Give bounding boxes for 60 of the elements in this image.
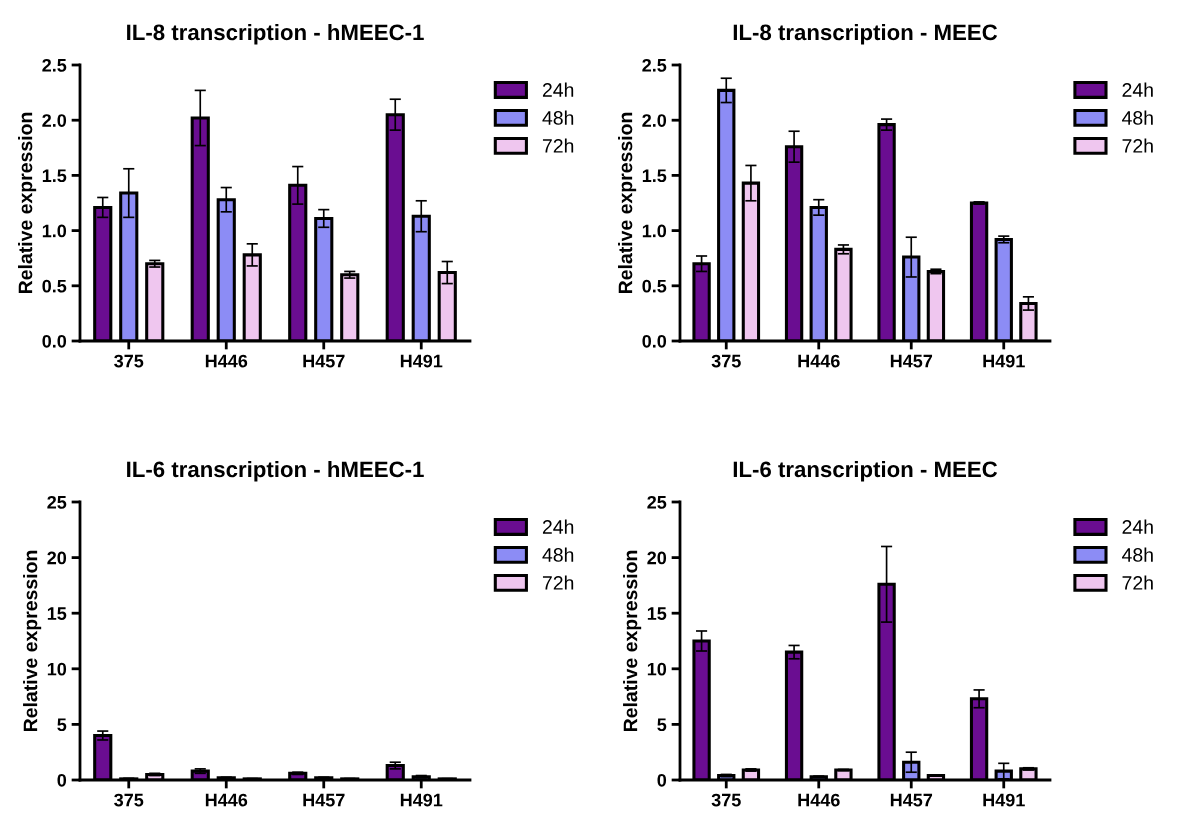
x-tick-label: H457 (890, 354, 933, 368)
y-axis-title: Relative expression (618, 112, 637, 294)
legend-label: 48h (542, 547, 574, 562)
y-tick-label: 25 (47, 495, 67, 509)
y-tick-label: 0.0 (42, 334, 67, 348)
legend-label: 72h (1122, 575, 1153, 590)
y-tick-label: 0.5 (42, 279, 67, 293)
y-tick-label: 20 (47, 551, 67, 565)
y-tick-label: 20 (647, 551, 667, 565)
x-tick-label: H446 (798, 354, 840, 368)
y-tick-label: 0 (57, 773, 67, 787)
y-tick-label: 1.5 (642, 169, 667, 183)
y-tick-label: 15 (47, 607, 67, 620)
legend-label: 24h (542, 519, 574, 534)
x-tick-label: 375 (114, 793, 144, 807)
y-tick-label: 5 (57, 718, 67, 732)
legend-label: 48h (1122, 547, 1153, 562)
y-tick-label: 0.5 (642, 279, 667, 293)
y-tick-label: 1.0 (642, 224, 667, 238)
chart-title: IL-6 transcription - MEEC (733, 460, 998, 482)
y-tick-label: 5 (657, 718, 667, 732)
legend-label: 72h (1122, 138, 1153, 153)
x-tick-label: H446 (798, 793, 840, 807)
x-tick-label: H457 (890, 793, 933, 807)
x-tick-label: 375 (711, 793, 741, 807)
y-tick-label: 2.5 (42, 58, 67, 72)
x-tick-label: H491 (983, 793, 1025, 807)
y-tick-label: 10 (647, 662, 667, 676)
x-tick-label: H491 (400, 793, 443, 807)
y-tick-label: 2.0 (42, 114, 67, 127)
chart-title: IL-8 transcription - hMEEC-1 (127, 23, 424, 45)
y-tick-label: 10 (47, 662, 67, 676)
x-tick-label: H446 (205, 793, 248, 807)
x-tick-label: 375 (114, 354, 144, 368)
y-tick-label: 15 (647, 607, 667, 620)
chart-title: IL-6 transcription - hMEEC-1 (127, 460, 424, 482)
y-axis-title: Relative expression (18, 112, 37, 294)
y-tick-label: 1.0 (42, 224, 67, 238)
x-tick-label: H457 (303, 354, 345, 368)
legend-label: 24h (542, 82, 574, 97)
legend-label: 24h (1122, 82, 1153, 97)
chart-title: IL-8 transcription - MEEC (733, 23, 998, 45)
x-tick-label: H491 (983, 354, 1025, 368)
legend-label: 72h (542, 138, 574, 153)
x-tick-label: H491 (400, 354, 443, 368)
y-tick-label: 2.5 (642, 58, 667, 72)
y-tick-label: 2.0 (642, 114, 667, 127)
y-axis-title: Relative expression (23, 550, 42, 732)
y-tick-label: 25 (647, 495, 667, 509)
x-tick-label: H446 (205, 354, 248, 368)
x-tick-label: 375 (711, 354, 741, 368)
y-tick-label: 0.0 (642, 334, 667, 348)
y-tick-label: 1.5 (42, 169, 67, 183)
legend-label: 72h (542, 575, 574, 590)
x-tick-label: H457 (303, 793, 345, 807)
legend-label: 24h (1122, 519, 1153, 534)
legend-label: 48h (1122, 110, 1153, 125)
y-tick-label: 0 (657, 773, 667, 787)
legend-label: 48h (542, 110, 574, 125)
y-axis-title: Relative expression (623, 550, 642, 732)
